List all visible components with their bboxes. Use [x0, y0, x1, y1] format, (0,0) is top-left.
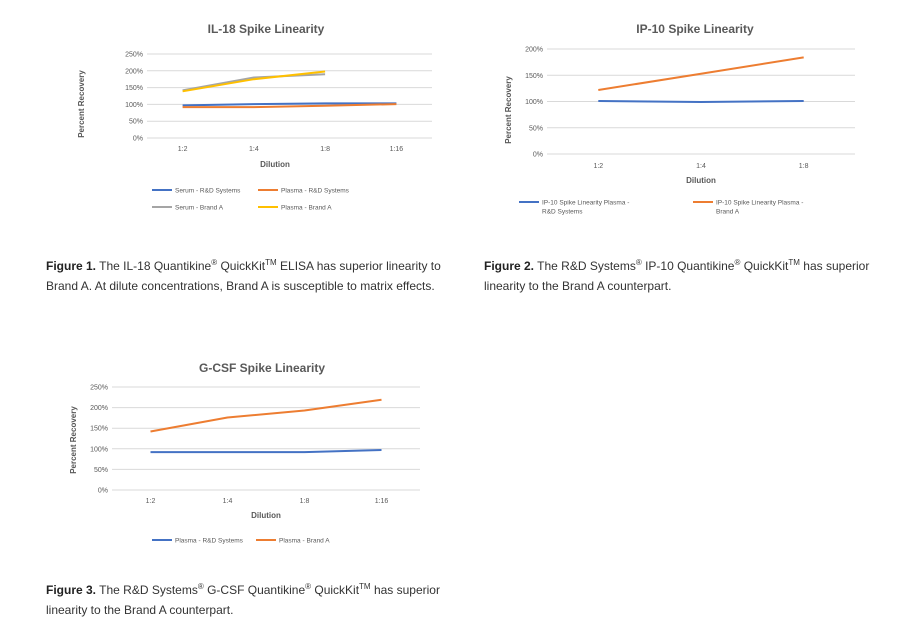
y-axis-label: Percent Recovery: [77, 70, 86, 138]
il18-chart: IL-18 Spike Linearity Percent Recovery D…: [77, 22, 432, 211]
x-axis-label: Dilution: [251, 511, 281, 520]
y-tick-label: 0%: [133, 136, 143, 143]
legend-label: R&D Systems: [542, 208, 583, 215]
y-tick-label: 200%: [125, 68, 143, 75]
figure-label: Figure 3.: [46, 583, 97, 597]
series-line: [598, 100, 804, 103]
legend-item: Serum - R&D Systems: [152, 187, 241, 194]
y-axis-label: Percent Recovery: [504, 76, 513, 144]
legend-label: IP-10 Spike Linearity Plasma -: [716, 199, 803, 206]
series-line: [150, 449, 382, 454]
legend-label: Serum - Brand A: [175, 204, 224, 211]
x-tick-label: 1:8: [320, 146, 330, 153]
y-tick-label: 250%: [125, 52, 143, 59]
series-line: [182, 102, 397, 107]
series-line: [182, 73, 326, 92]
chart-title: IL-18 Spike Linearity: [208, 22, 325, 36]
legend-label: Serum - R&D Systems: [175, 187, 241, 194]
x-tick-label: 1:16: [390, 146, 404, 153]
series-line: [182, 103, 397, 109]
legend-label: Plasma - Brand A: [279, 537, 330, 544]
figure-2-caption: Figure 2. The R&D Systems® IP-10 Quantik…: [484, 258, 870, 294]
y-tick-label: 100%: [525, 99, 543, 106]
legend-item: Plasma - R&D Systems: [152, 537, 244, 544]
y-tick-label: 150%: [525, 73, 543, 80]
ip10-chart: IP-10 Spike Linearity Percent Recovery D…: [504, 22, 855, 215]
x-tick-label: 1:2: [178, 146, 188, 153]
y-tick-label: 50%: [529, 125, 543, 132]
series-line: [182, 70, 326, 93]
x-tick-label: 1:8: [300, 498, 310, 505]
chart-title: G-CSF Spike Linearity: [199, 361, 325, 375]
x-axis-label: Dilution: [686, 176, 716, 185]
y-tick-label: 100%: [90, 446, 108, 453]
x-tick-label: 1:8: [799, 163, 809, 170]
y-tick-label: 150%: [90, 426, 108, 433]
y-tick-label: 0%: [98, 488, 108, 495]
figure-3-caption: Figure 3. The R&D Systems® G-CSF Quantik…: [46, 582, 440, 618]
legend-item: IP-10 Spike Linearity Plasma - R&D System…: [519, 199, 629, 215]
chart-title: IP-10 Spike Linearity: [636, 22, 754, 36]
y-tick-label: 200%: [90, 405, 108, 412]
x-tick-label: 1:2: [146, 498, 156, 505]
legend-item: Plasma - R&D Systems: [258, 187, 350, 194]
legend-item: Plasma - Brand A: [258, 204, 332, 211]
x-axis-label: Dilution: [260, 160, 290, 169]
x-tick-label: 1:2: [593, 163, 603, 170]
y-tick-label: 0%: [533, 152, 543, 159]
y-tick-label: 50%: [129, 119, 143, 126]
x-tick-label: 1:4: [696, 163, 706, 170]
series-line: [598, 56, 804, 91]
legend-label: IP-10 Spike Linearity Plasma -: [542, 199, 629, 206]
legend-item: Serum - Brand A: [152, 204, 224, 211]
y-tick-label: 150%: [125, 85, 143, 92]
x-tick-label: 1:4: [223, 498, 233, 505]
legend-label: Brand A: [716, 208, 740, 215]
y-tick-label: 50%: [94, 467, 108, 474]
figure-1-caption: Figure 1. The IL-18 Quantikine® QuickKit…: [46, 258, 441, 294]
x-tick-label: 1:16: [375, 498, 389, 505]
legend-label: Plasma - Brand A: [281, 204, 332, 211]
legend-item: IP-10 Spike Linearity Plasma - Brand A: [693, 199, 803, 215]
y-axis-label: Percent Recovery: [69, 406, 78, 474]
y-tick-label: 200%: [525, 47, 543, 54]
y-tick-label: 250%: [90, 385, 108, 392]
y-tick-label: 100%: [125, 102, 143, 109]
legend-item: Plasma - Brand A: [256, 537, 330, 544]
gcsf-chart: G-CSF Spike Linearity Percent Recovery D…: [69, 361, 420, 544]
legend-label: Plasma - R&D Systems: [281, 187, 350, 194]
figure-label: Figure 2.: [484, 259, 535, 273]
figure-label: Figure 1.: [46, 259, 97, 273]
legend-label: Plasma - R&D Systems: [175, 537, 244, 544]
x-tick-label: 1:4: [249, 146, 259, 153]
series-line: [150, 398, 382, 433]
